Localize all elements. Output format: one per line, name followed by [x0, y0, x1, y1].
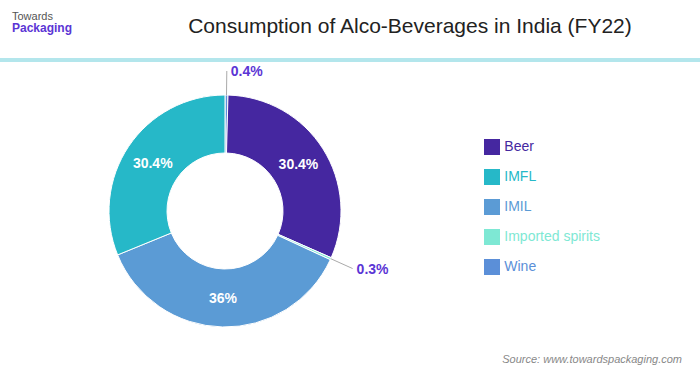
- svg-text:0.4%: 0.4%: [231, 66, 263, 79]
- svg-text:36%: 36%: [209, 290, 238, 306]
- html-text:IMIL: IMIL: [504, 198, 532, 214]
- html-text:Packaging: Packaging: [12, 21, 72, 36]
- html-text:Towards: Towards: [12, 10, 53, 22]
- html-text:Imported spirits: Imported spirits: [504, 228, 600, 244]
- svg-text:30.4%: 30.4%: [279, 156, 319, 172]
- svg-text:0.3%: 0.3%: [357, 261, 389, 277]
- svg-text:30.4%: 30.4%: [133, 155, 173, 171]
- html-text:Source: www.towardspackaging.c: Source: www.towardspackaging.com: [502, 353, 682, 365]
- html-text:IMFL: IMFL: [504, 168, 537, 184]
- html-text:Wine: Wine: [504, 258, 537, 274]
- html-text:Consumption of Alco-Beverages: Consumption of Alco-Beverages in India (…: [188, 14, 632, 37]
- html-text:Beer: Beer: [504, 138, 534, 154]
